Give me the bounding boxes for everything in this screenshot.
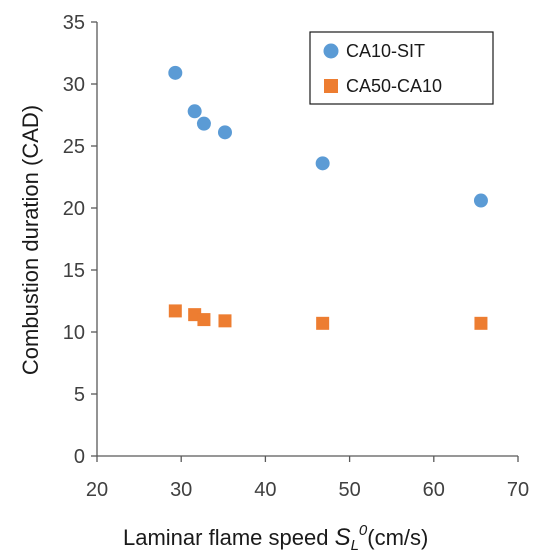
data-point-ca10-sit bbox=[196, 116, 211, 131]
data-point-ca50-ca10 bbox=[218, 314, 232, 328]
y-ticks-group: 0 5 10 15 20 25 30 35 bbox=[63, 12, 97, 468]
legend: CA10-SIT CA50-CA10 bbox=[309, 31, 494, 105]
data-point-ca10-sit bbox=[473, 193, 488, 208]
x-axis-title-symbol: S bbox=[335, 524, 351, 551]
y-axis-title: Combustion duration (CAD) bbox=[18, 105, 43, 375]
x-tick-label: 40 bbox=[254, 479, 276, 501]
y-tick-label: 25 bbox=[63, 136, 85, 158]
data-point-ca10-sit bbox=[168, 65, 183, 80]
data-point-ca50-ca10 bbox=[197, 313, 211, 327]
data-point-ca50-ca10 bbox=[316, 316, 330, 330]
x-axis-title-subscript: L bbox=[351, 537, 359, 554]
x-tick-label: 50 bbox=[338, 479, 360, 501]
x-axis-title-superscript: 0 bbox=[359, 522, 368, 539]
y-tick-label: 10 bbox=[63, 322, 85, 344]
axes-group bbox=[96, 22, 518, 457]
legend-marker-ca50-ca10 bbox=[324, 79, 338, 93]
data-point-ca50-ca10 bbox=[168, 304, 182, 318]
x-tick-label: 20 bbox=[86, 479, 108, 501]
x-axis-title-unit: (cm/s) bbox=[367, 525, 428, 550]
data-point-ca50-ca10 bbox=[474, 316, 488, 330]
x-tick-label: 30 bbox=[170, 479, 192, 501]
y-tick-label: 30 bbox=[63, 74, 85, 96]
legend-box bbox=[309, 31, 494, 105]
data-point-ca10-sit bbox=[315, 156, 330, 171]
x-axis-title: Laminar flame speed SL0(cm/s) bbox=[123, 522, 428, 554]
x-axis-title-main: Laminar flame speed bbox=[123, 525, 335, 550]
y-tick-label: 15 bbox=[63, 260, 85, 282]
x-tick-label: 70 bbox=[507, 479, 529, 501]
legend-label-ca10-sit: CA10-SIT bbox=[346, 41, 425, 61]
legend-label-ca50-ca10: CA50-CA10 bbox=[346, 76, 442, 96]
data-point-ca10-sit bbox=[187, 104, 202, 119]
x-tick-label: 60 bbox=[423, 479, 445, 501]
legend-marker-ca10-sit bbox=[323, 43, 339, 59]
y-tick-label: 5 bbox=[74, 384, 85, 406]
x-ticks-group: 20 30 40 50 60 70 bbox=[86, 456, 529, 501]
y-tick-label: 0 bbox=[74, 446, 85, 468]
y-tick-label: 20 bbox=[63, 198, 85, 220]
data-points-group bbox=[168, 65, 488, 330]
data-point-ca10-sit bbox=[217, 125, 232, 140]
y-tick-label: 35 bbox=[63, 12, 85, 34]
